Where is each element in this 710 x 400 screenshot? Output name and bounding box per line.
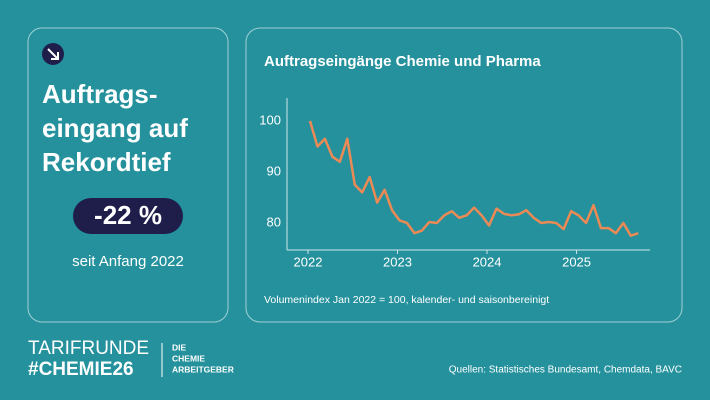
logo-text: DIE bbox=[172, 342, 187, 352]
logo-text: CHEMIE bbox=[172, 353, 205, 363]
chart-title: Auftragseingänge Chemie und Pharma bbox=[264, 53, 541, 70]
chart-panel bbox=[245, 27, 683, 323]
caption: seit Anfang 2022 bbox=[72, 253, 184, 270]
x-tick-label: 2022 bbox=[294, 254, 323, 269]
badge bbox=[73, 198, 183, 234]
hashtag: #CHEMIE26 bbox=[28, 359, 134, 380]
x-tick-label: 2024 bbox=[473, 254, 502, 269]
y-tick-label: 90 bbox=[267, 163, 281, 178]
left-panel bbox=[27, 27, 229, 323]
headline: eingang auf bbox=[42, 113, 188, 143]
x-tick-label: 2025 bbox=[562, 254, 591, 269]
chart-note: Volumenindex Jan 2022 = 100, kalender- u… bbox=[264, 294, 549, 306]
headline: Rekordtief bbox=[42, 147, 171, 177]
data-line bbox=[308, 120, 639, 237]
y-tick-label: 80 bbox=[267, 214, 281, 229]
arrow-icon-glyph bbox=[47, 48, 59, 60]
headline: Auftrags- bbox=[42, 79, 158, 109]
x-tick-label: 2023 bbox=[383, 254, 412, 269]
y-tick-label: 100 bbox=[259, 112, 281, 127]
badge-text: -22 % bbox=[94, 200, 162, 230]
logo-text: ARBEITGEBER bbox=[172, 364, 234, 374]
campaign: TARIFRUNDE bbox=[28, 338, 149, 359]
sources: Quellen: Statistisches Bundesamt, Chemda… bbox=[449, 365, 682, 376]
